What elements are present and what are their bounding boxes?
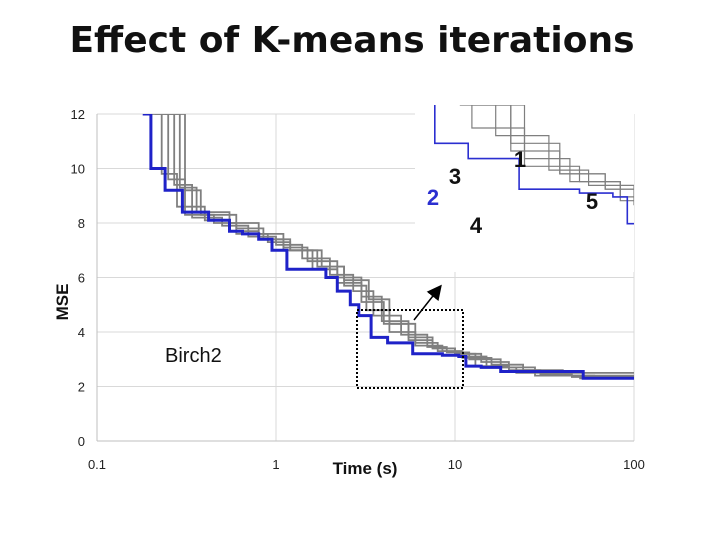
y-tick-label: 8 [78,216,85,231]
x-tick-label: 100 [623,457,645,472]
y-axis-label: MSE [53,284,72,321]
inset-number-4: 4 [470,213,483,238]
inset-number-1: 1 [514,147,526,172]
series-line-run-4 [165,114,634,378]
annotation-birch2: Birch2 [165,345,222,367]
y-tick-label: 12 [71,107,85,122]
y-tick-label: 2 [78,380,85,395]
x-tick-label: 1 [272,457,279,472]
y-tick-label: 4 [78,325,85,340]
x-axis-label: Time (s) [333,459,398,478]
series-line-run-5 [171,114,634,377]
y-tick-label: 0 [78,434,85,449]
series-group [142,114,634,380]
x-tick-label: 10 [448,457,462,472]
y-tick-label: 6 [78,271,85,286]
series-line-highlighted [142,114,634,380]
inset-number-5: 5 [586,189,598,214]
zoom-box [356,309,464,389]
zoom-arrow [413,284,442,321]
x-tick-label: 0.1 [88,457,106,472]
y-tick-label: 10 [71,162,85,177]
slide-title: Effect of K-means iterations [69,20,635,61]
inset-number-2: 2 [427,185,439,210]
inset-number-3: 3 [449,164,461,189]
